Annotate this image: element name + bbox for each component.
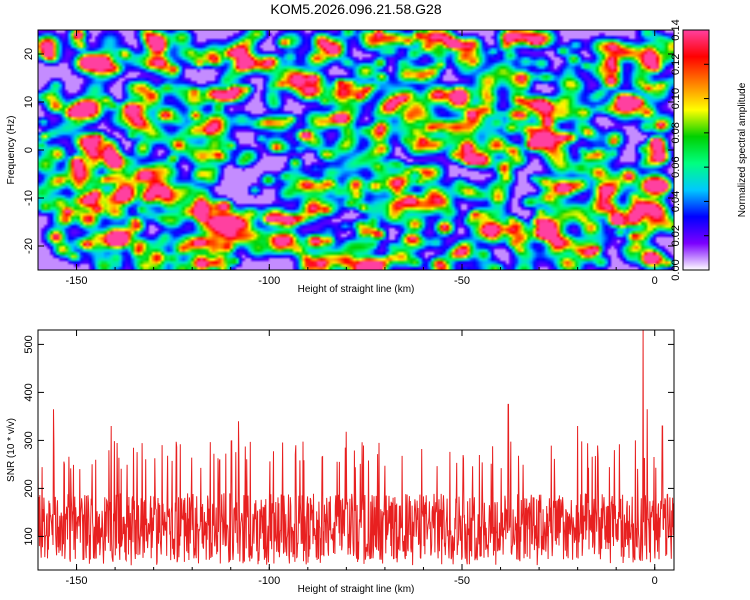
spectrogram-y-label: Frequency (Hz) [6, 116, 17, 185]
colorbar-tick-label: 0.06 [670, 156, 682, 177]
snr-panel: -150 -100 -50 0 100 200 300 400 500 Height of s… [6, 329, 675, 595]
colorbar: 0.00 0.02 0.04 0.06 0.08 0.10 0.12 0.14 Normali… [670, 19, 748, 280]
snr-y-tick-label: 300 [23, 431, 35, 449]
snr-series-line [38, 330, 674, 566]
snr-y-ticks: 100 200 300 400 500 [23, 335, 674, 546]
spectrogram-x-tick-label: -150 [66, 275, 88, 287]
colorbar-tick-label: 0.14 [670, 19, 682, 40]
colorbar-frame [682, 29, 710, 271]
spectrogram-y-tick-label: 10 [23, 96, 35, 108]
colorbar-tick-label: 0.10 [670, 88, 682, 109]
snr-x-ticks: -150 -100 -50 0 [37, 330, 658, 587]
spectrogram-y-tick-label: 0 [23, 147, 35, 153]
colorbar-tick-label: 0.04 [670, 191, 682, 212]
spectrogram-x-ticks: -150 -100 -50 0 [37, 30, 658, 287]
colorbar-tick-label: 0.02 [670, 225, 682, 246]
colorbar-gradient [683, 30, 709, 270]
spectrogram-y-ticks: -20 -10 0 10 20 [23, 48, 674, 254]
spectrogram-x-tick-label: 0 [652, 275, 658, 287]
snr-y-tick-label: 500 [23, 335, 35, 353]
colorbar-label: Normalized spectral amplitude [737, 82, 748, 217]
snr-y-tick-label: 200 [23, 479, 35, 497]
snr-x-tick-label: -50 [454, 575, 470, 587]
snr-x-tick-label: -150 [66, 575, 88, 587]
snr-x-tick-label: -100 [258, 575, 280, 587]
snr-y-tick-label: 400 [23, 383, 35, 401]
snr-y-tick-label: 100 [23, 527, 35, 545]
snr-y-label: SNR (10 * v/v) [6, 418, 17, 482]
spectrogram-x-label: Height of straight line (km) [298, 284, 415, 295]
spectrogram-y-tick-label: -20 [23, 238, 35, 254]
spectrogram-x-tick-label: -100 [258, 275, 280, 287]
colorbar-tick-label: 0.08 [670, 122, 682, 143]
snr-x-label: Height of straight line (km) [298, 584, 415, 595]
spectrogram-x-tick-label: -50 [454, 275, 470, 287]
spectrogram-y-tick-label: 20 [23, 48, 35, 60]
spectrogram-image [38, 30, 674, 270]
spectrogram-y-tick-label: -10 [23, 190, 35, 206]
colorbar-tick-label: 0.00 [670, 259, 682, 280]
snr-x-tick-label: 0 [652, 575, 658, 587]
chart-title: KOM5.2026.096.21.58.G28 [270, 1, 441, 17]
colorbar-tick-label: 0.12 [670, 54, 682, 75]
colorbar-ticks: 0.00 0.02 0.04 0.06 0.08 0.10 0.12 0.14 [670, 19, 709, 281]
snr-frame [37, 329, 675, 571]
